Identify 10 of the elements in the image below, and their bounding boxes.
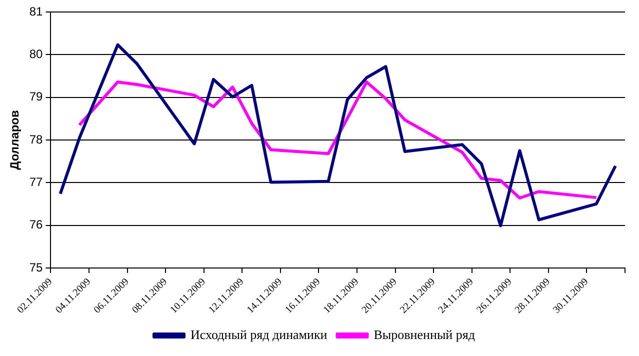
y-tick-label: 79: [29, 90, 44, 104]
legend-label: Исходный ряд динамики: [190, 326, 328, 342]
y-tick-label: 75: [29, 260, 44, 274]
y-axis-title: Долларов: [8, 110, 22, 170]
y-tick-label: 80: [29, 46, 44, 61]
y-tick-label: 77: [29, 174, 44, 189]
y-tick-label: 81: [29, 4, 44, 18]
legend-label: Выровненный ряд: [374, 326, 476, 342]
y-tick-label: 76: [29, 218, 44, 232]
y-tick-label: 78: [29, 132, 44, 146]
